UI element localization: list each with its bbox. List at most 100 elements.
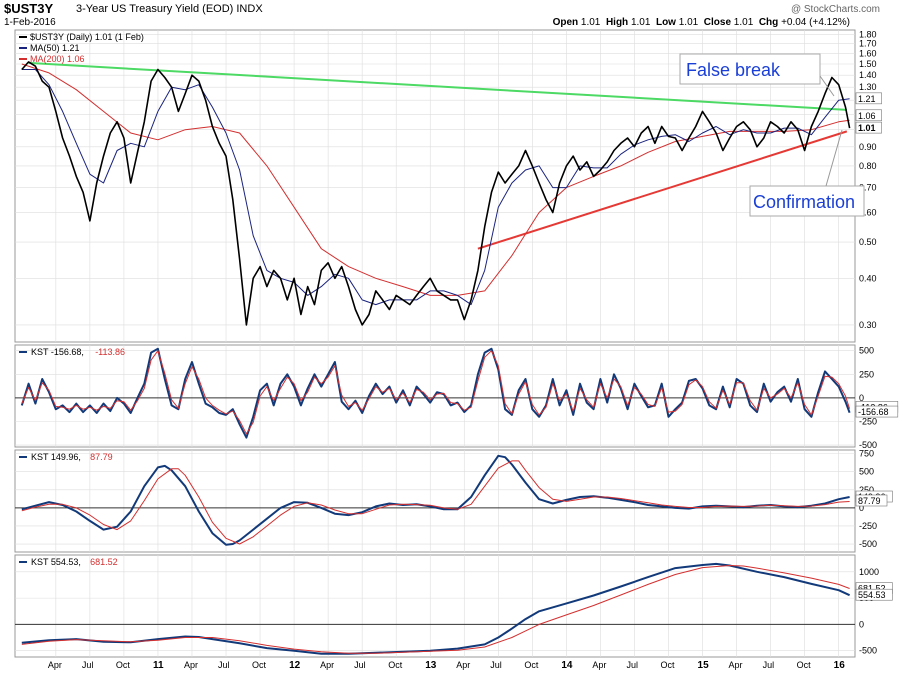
- chg-value: +0.04 (+4.12%): [781, 17, 850, 28]
- y-tick-label: 1.50: [859, 59, 877, 69]
- x-tick-label: Jul: [354, 660, 366, 670]
- y-tick-label: 0: [859, 503, 864, 513]
- y-tick-label: 500: [859, 346, 874, 356]
- chart-header: $UST3Y 3-Year US Treasury Yield (EOD) IN…: [0, 0, 900, 30]
- last-value-label: -156.68: [858, 407, 889, 417]
- high-label: High: [605, 17, 629, 28]
- x-tick-label: Jul: [626, 660, 638, 670]
- annotation-false-break: False break: [686, 60, 781, 80]
- close-value: 1.01: [733, 17, 754, 28]
- chart-date: 1-Feb-2016: [4, 17, 56, 28]
- stockcharts-watermark: @ StockCharts.com: [790, 4, 880, 15]
- x-tick-label: 14: [561, 660, 573, 671]
- y-tick-label: 1.60: [859, 49, 877, 59]
- y-tick-label: 0.80: [859, 161, 877, 171]
- last-value-label: 1.01: [858, 123, 876, 133]
- y-tick-label: 0.60: [859, 208, 877, 218]
- close-label: Close: [703, 17, 732, 28]
- last-value-box: [855, 405, 899, 418]
- green-trendline: [28, 61, 847, 111]
- x-tick-label: Oct: [524, 660, 539, 670]
- y-tick-label: 1.70: [859, 39, 877, 49]
- y-tick-label: 750: [859, 449, 874, 459]
- low-label: Low: [655, 17, 676, 28]
- y-tick-label: 0.30: [859, 320, 877, 330]
- x-tick-label: Jul: [82, 660, 94, 670]
- ohlc-readout: Open 1.01 High 1.01 Low 1.01 Close 1.01 …: [553, 17, 850, 28]
- series-line-signal: [21, 460, 850, 545]
- last-value-box: [855, 121, 882, 134]
- y-tick-label: 0.90: [859, 142, 877, 152]
- x-tick-label: Apr: [184, 660, 198, 670]
- x-tick-label: Oct: [660, 660, 675, 670]
- series-line-signal: [21, 565, 850, 654]
- y-tick-label: 1000: [859, 567, 879, 577]
- legend-entry-signal: 87.79: [90, 452, 113, 462]
- legend-entry-signal: -113.86: [95, 347, 125, 357]
- chg-label: Chg: [758, 17, 779, 28]
- legend-entry-signal: 681.52: [90, 557, 118, 567]
- x-tick-label: Jul: [763, 660, 775, 670]
- x-tick-label: Oct: [797, 660, 812, 670]
- x-tick-label: Jul: [218, 660, 230, 670]
- x-tick-label: Apr: [48, 660, 62, 670]
- last-value-label: 681.52: [858, 584, 886, 594]
- red-trendline: [477, 130, 848, 250]
- y-tick-label: 0.50: [859, 237, 877, 247]
- x-tick-label: 11: [153, 660, 164, 671]
- legend-entry: $UST3Y (Daily) 1.01 (1 Feb): [30, 32, 144, 42]
- y-tick-label: 1.40: [859, 70, 877, 80]
- x-tick-label: Jul: [490, 660, 502, 670]
- y-tick-label: -250: [859, 417, 877, 427]
- x-tick-label: Apr: [592, 660, 606, 670]
- annotation-confirmation: Confirmation: [753, 192, 855, 212]
- last-value-box: [855, 588, 893, 601]
- legend-entry: MA(50) 1.21: [30, 43, 80, 53]
- last-value-box: [855, 494, 888, 507]
- symbol-description: 3-Year US Treasury Yield (EOD) INDX: [76, 3, 263, 15]
- last-value-label: 554.53: [858, 590, 886, 600]
- legend-entry: MA(200) 1.06: [30, 54, 85, 64]
- last-value-label: 87.79: [858, 496, 881, 506]
- x-tick-label: Apr: [320, 660, 334, 670]
- y-tick-label: -500: [859, 646, 877, 656]
- last-value-box: [855, 109, 882, 122]
- series-line-kst: [21, 454, 850, 546]
- y-tick-label: 1.30: [859, 82, 877, 92]
- x-tick-label: Apr: [456, 660, 470, 670]
- panel-frame: [14, 449, 856, 553]
- y-tick-label: 0.40: [859, 273, 877, 283]
- annotation-pointer: [825, 129, 843, 187]
- y-tick-label: 0: [859, 619, 864, 629]
- y-tick-label: 250: [859, 369, 874, 379]
- x-tick-label: 16: [834, 660, 846, 671]
- low-value: 1.01: [678, 17, 699, 28]
- annotation-pointer: [819, 75, 835, 97]
- last-value-label: 1.21: [858, 94, 876, 104]
- x-tick-label: Oct: [388, 660, 403, 670]
- high-value: 1.01: [630, 17, 651, 28]
- open-label: Open: [552, 17, 579, 28]
- series-line-ust3y: [21, 61, 851, 326]
- y-tick-label: -500: [859, 440, 877, 450]
- y-tick-label: 500: [859, 467, 874, 477]
- y-tick-label: -500: [859, 539, 877, 549]
- annotation-box-false-break: [679, 53, 821, 85]
- last-value-box: [855, 92, 882, 105]
- series-line-signal: [21, 350, 851, 435]
- legend-entry-kst: KST 149.96,: [31, 452, 81, 462]
- y-tick-label: 0: [859, 393, 864, 403]
- y-tick-label: 0.70: [859, 183, 877, 193]
- x-tick-label: Oct: [116, 660, 131, 670]
- x-tick-label: 12: [289, 660, 301, 671]
- series-line-kst: [21, 562, 851, 655]
- x-tick-label: 15: [698, 660, 710, 671]
- annotation-box-confirmation: [749, 185, 865, 217]
- x-tick-label: 13: [425, 660, 437, 671]
- legend-entry-kst: KST 554.53,: [31, 557, 81, 567]
- x-tick-label: Apr: [729, 660, 743, 670]
